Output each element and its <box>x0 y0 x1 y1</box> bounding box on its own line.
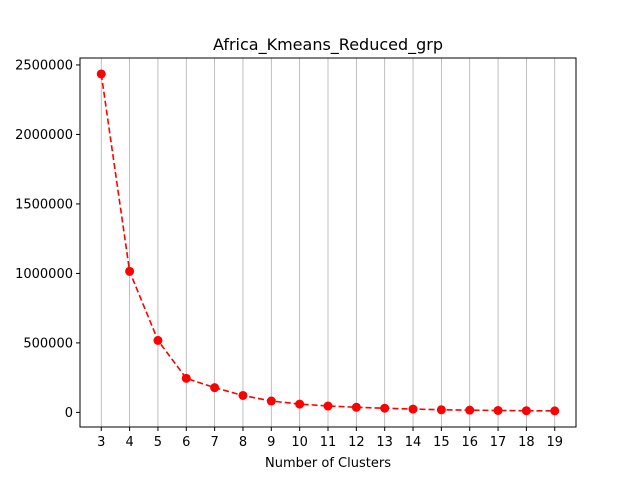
data-point <box>465 405 475 415</box>
data-point <box>125 266 135 276</box>
data-point <box>153 335 163 345</box>
y-tick-label: 2500000 <box>15 58 73 73</box>
x-tick-label: 16 <box>461 435 478 450</box>
x-tick-label: 5 <box>154 435 162 450</box>
data-point <box>550 406 560 416</box>
x-tick-label: 15 <box>433 435 450 450</box>
x-tick-label: 12 <box>348 435 365 450</box>
data-point <box>210 383 220 393</box>
data-point <box>351 402 361 412</box>
x-tick-label: 8 <box>239 435 247 450</box>
x-tick-label: 6 <box>182 435 190 450</box>
x-tick-label: 4 <box>125 435 133 450</box>
data-point <box>436 405 446 415</box>
data-point <box>493 405 503 415</box>
x-axis-label: Number of Clusters <box>265 456 391 471</box>
data-point <box>521 406 531 416</box>
data-point <box>295 399 305 409</box>
series-line <box>100 73 555 412</box>
x-tick-label: 13 <box>376 435 393 450</box>
x-tick-label: 9 <box>267 435 275 450</box>
data-point <box>96 69 106 79</box>
x-tick-label: 3 <box>97 435 105 450</box>
data-point <box>408 404 418 414</box>
chart-title: Africa_Kmeans_Reduced_grp <box>213 35 443 55</box>
x-tick-label: 7 <box>210 435 218 450</box>
grid-lines <box>100 58 556 427</box>
data-point <box>266 396 276 406</box>
x-tick-label: 17 <box>490 435 507 450</box>
y-tick-label: 0 <box>65 406 73 421</box>
y-tick-label: 2000000 <box>15 128 73 143</box>
x-tick-label: 18 <box>518 435 535 450</box>
x-axis: 3 4 5 6 7 8 9 10 11 12 13 14 15 16 17 18 19 <box>97 427 563 450</box>
data-point <box>323 401 333 411</box>
data-point <box>380 403 390 413</box>
series <box>96 69 560 416</box>
data-point <box>238 390 248 400</box>
y-tick-label: 500000 <box>23 336 73 351</box>
x-tick-label: 14 <box>405 435 422 450</box>
data-point <box>181 373 191 383</box>
x-tick-label: 10 <box>291 435 308 450</box>
y-tick-label: 1000000 <box>15 267 73 282</box>
x-tick-label: 11 <box>320 435 337 450</box>
x-tick-label: 19 <box>546 435 563 450</box>
y-tick-label: 1500000 <box>15 197 73 212</box>
y-axis: 0 500000 1000000 1500000 2000000 2500000 <box>15 58 80 421</box>
